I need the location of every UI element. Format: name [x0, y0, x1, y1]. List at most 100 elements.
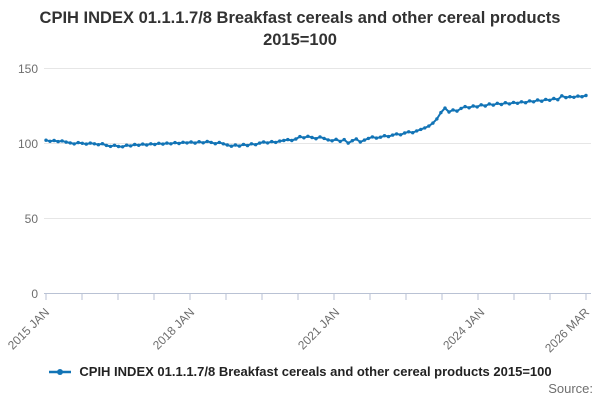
data-point-marker[interactable] [290, 138, 294, 143]
data-point-marker[interactable] [149, 142, 153, 146]
data-point-marker[interactable] [282, 138, 286, 143]
data-point-marker[interactable] [270, 139, 274, 144]
data-point-marker[interactable] [556, 98, 560, 102]
data-point-marker[interactable] [354, 137, 358, 141]
data-point-marker[interactable] [435, 117, 439, 121]
data-point-marker[interactable] [237, 144, 242, 148]
data-point-marker[interactable] [161, 142, 165, 146]
data-point-marker[interactable] [519, 100, 524, 104]
data-point-marker[interactable] [580, 95, 584, 99]
data-point-marker[interactable] [189, 140, 193, 144]
data-point-marker[interactable] [72, 142, 76, 146]
data-point-marker[interactable] [124, 143, 129, 147]
data-point-marker[interactable] [572, 95, 576, 100]
data-point-marker[interactable] [133, 142, 137, 147]
data-point-marker[interactable] [564, 95, 568, 100]
data-point-marker[interactable] [96, 143, 101, 147]
data-point-marker[interactable] [193, 141, 197, 145]
data-point-marker[interactable] [535, 98, 540, 102]
data-point-marker[interactable] [249, 142, 254, 146]
data-point-marker[interactable] [479, 103, 483, 107]
data-point-marker[interactable] [386, 134, 391, 139]
data-point-marker[interactable] [56, 139, 60, 144]
data-point-marker[interactable] [358, 140, 362, 144]
data-point-marker[interactable] [310, 135, 314, 140]
data-point-marker[interactable] [540, 99, 544, 103]
data-point-marker[interactable] [205, 139, 209, 144]
data-point-marker[interactable] [330, 139, 334, 143]
data-point-marker[interactable] [153, 142, 157, 147]
data-point-marker[interactable] [128, 144, 133, 148]
data-point-marker[interactable] [483, 104, 487, 108]
data-point-marker[interactable] [157, 141, 161, 145]
data-point-marker[interactable] [173, 140, 177, 145]
data-point-marker[interactable] [44, 138, 48, 142]
data-point-marker[interactable] [80, 141, 85, 145]
data-point-marker[interactable] [394, 132, 399, 136]
data-point-marker[interactable] [104, 143, 109, 148]
data-point-marker[interactable] [366, 136, 371, 141]
data-point-marker[interactable] [455, 109, 459, 113]
data-point-marker[interactable] [76, 140, 80, 145]
data-point-marker[interactable] [145, 143, 149, 147]
data-point-marker[interactable] [584, 93, 588, 98]
data-point-marker[interactable] [495, 101, 499, 106]
data-point-marker[interactable] [576, 94, 580, 98]
legend-item[interactable]: CPIH INDEX 01.1.1.7/8 Breakfast cereals … [0, 364, 600, 379]
data-point-marker[interactable] [370, 135, 375, 139]
data-point-marker[interactable] [201, 141, 205, 145]
data-point-marker[interactable] [427, 124, 431, 128]
data-point-marker[interactable] [439, 110, 443, 115]
data-point-marker[interactable] [241, 142, 246, 147]
data-point-marker[interactable] [350, 139, 354, 143]
data-point-marker[interactable] [92, 142, 97, 146]
data-point-marker[interactable] [527, 99, 532, 103]
data-point-marker[interactable] [68, 141, 72, 145]
data-point-marker[interactable] [431, 121, 435, 125]
data-point-marker[interactable] [60, 139, 64, 143]
data-point-marker[interactable] [378, 135, 383, 139]
data-point-marker[interactable] [463, 104, 467, 109]
data-point-marker[interactable] [286, 137, 290, 142]
data-point-marker[interactable] [116, 144, 121, 149]
data-point-marker[interactable] [185, 141, 189, 145]
data-point-marker[interactable] [217, 140, 221, 145]
data-point-marker[interactable] [423, 126, 427, 130]
data-point-marker[interactable] [326, 138, 330, 142]
data-point-marker[interactable] [552, 96, 556, 101]
data-point-marker[interactable] [443, 106, 447, 110]
data-point-marker[interactable] [475, 105, 479, 109]
data-point-marker[interactable] [274, 140, 278, 145]
data-point-marker[interactable] [531, 100, 536, 104]
data-point-marker[interactable] [403, 131, 407, 135]
data-point-marker[interactable] [471, 104, 475, 108]
data-point-marker[interactable] [390, 133, 395, 137]
data-point-marker[interactable] [120, 145, 125, 149]
data-point-marker[interactable] [294, 137, 298, 141]
data-point-marker[interactable] [84, 142, 89, 146]
data-point-marker[interactable] [467, 106, 471, 110]
data-point-marker[interactable] [298, 134, 302, 139]
data-point-marker[interactable] [407, 130, 411, 134]
data-point-marker[interactable] [302, 136, 306, 140]
data-point-marker[interactable] [213, 142, 217, 146]
data-point-marker[interactable] [261, 140, 266, 144]
data-point-marker[interactable] [306, 134, 310, 138]
data-point-marker[interactable] [177, 141, 181, 146]
data-point-marker[interactable] [459, 106, 463, 111]
data-point-marker[interactable] [398, 133, 403, 137]
data-point-marker[interactable] [507, 102, 512, 106]
data-point-marker[interactable] [544, 97, 548, 102]
data-point-marker[interactable] [253, 143, 258, 147]
data-point-marker[interactable] [503, 101, 508, 105]
data-point-marker[interactable] [374, 136, 379, 140]
data-point-marker[interactable] [447, 110, 451, 114]
data-point-marker[interactable] [560, 94, 564, 98]
data-point-marker[interactable] [221, 142, 225, 146]
data-point-marker[interactable] [419, 127, 423, 132]
data-point-marker[interactable] [52, 138, 56, 143]
data-point-marker[interactable] [362, 138, 367, 142]
data-point-marker[interactable] [64, 140, 68, 144]
data-point-marker[interactable] [515, 101, 520, 106]
data-point-marker[interactable] [338, 139, 342, 144]
